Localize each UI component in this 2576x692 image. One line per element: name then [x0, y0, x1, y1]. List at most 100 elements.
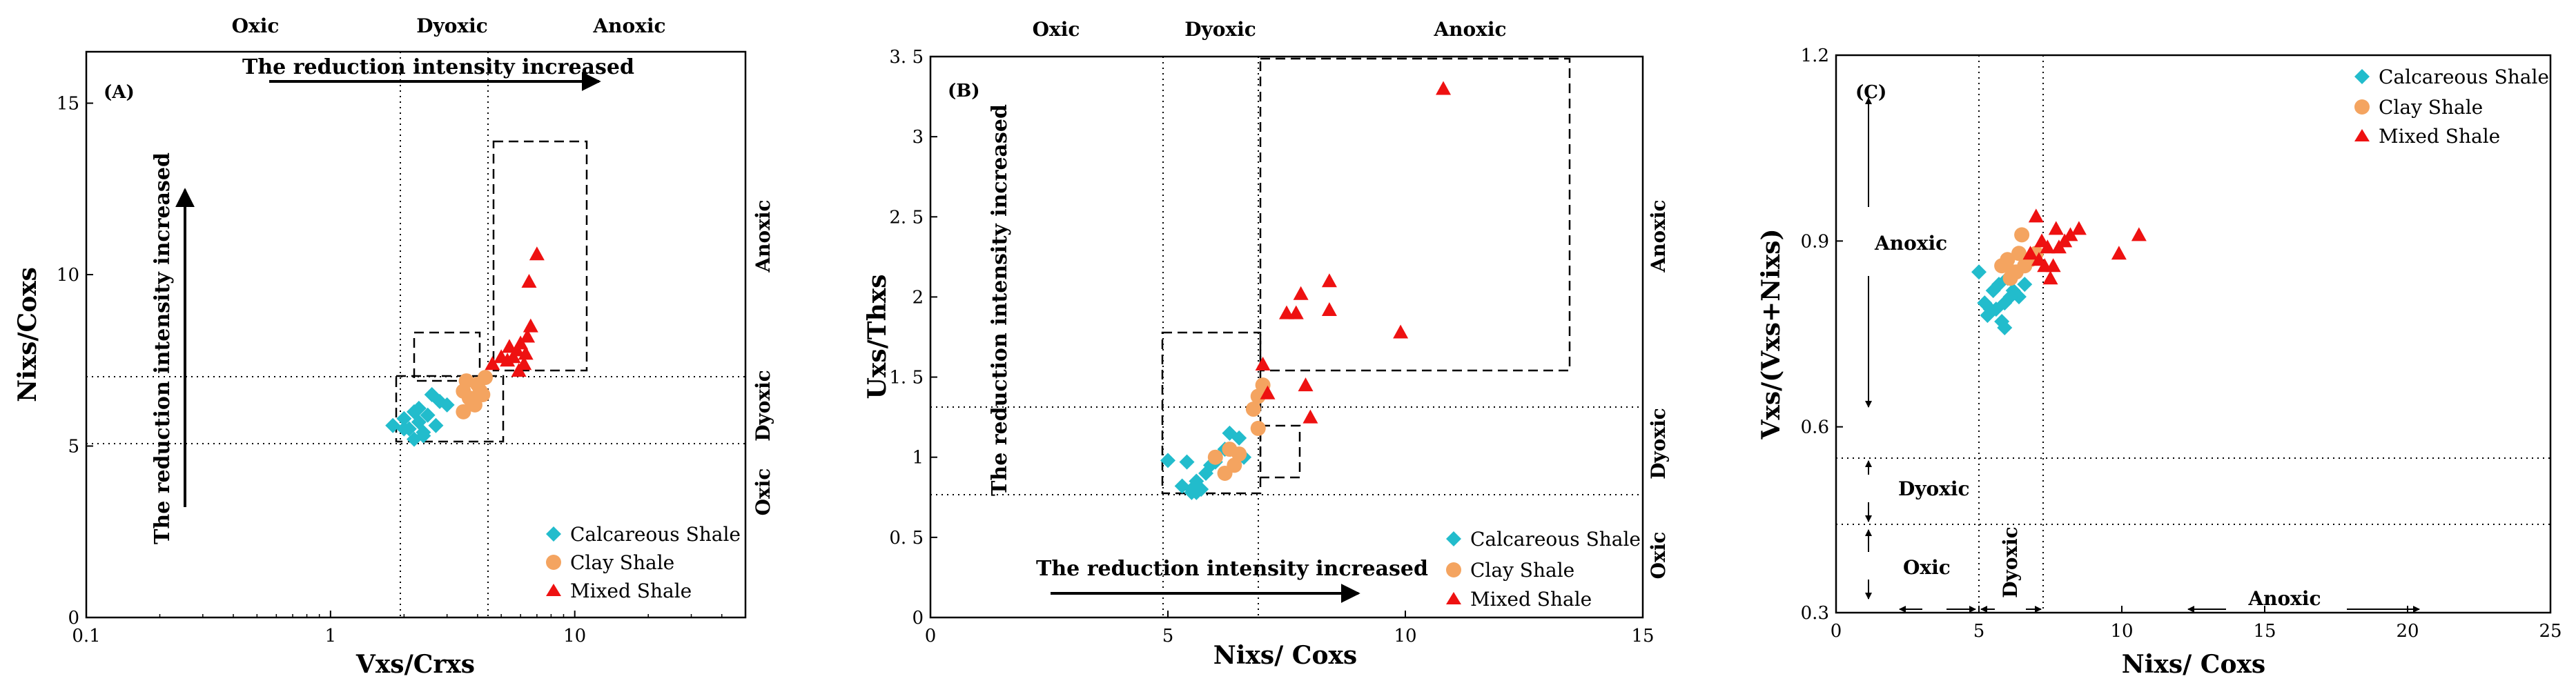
panel-c-xtick-label: 5 [1973, 621, 1985, 642]
panel-a-point-calcareous-shale [420, 407, 436, 423]
panel-b-right-anoxic: Anoxic [1647, 199, 1670, 273]
panel-b-point-mixed-shale [1255, 356, 1271, 370]
panel-c-xtick-label: 20 [2396, 621, 2419, 642]
panel-c-ytick-label: 1.2 [1801, 46, 1829, 66]
panel-b-ytick-label: 1 [912, 448, 924, 468]
panel-a-legend-clay: Clay Shale [570, 551, 674, 574]
panel-b-frame [929, 55, 1644, 619]
panel-a-legend-mixed: Mixed Shale [570, 580, 692, 602]
panel-a-top-dyoxic: Dyoxic [416, 14, 488, 37]
panel-b-right-oxic: Oxic [1647, 532, 1670, 580]
panel-b-legend-marker-calcareous [1446, 531, 1461, 546]
panel-b-point-mixed-shale [1302, 409, 1318, 424]
panel-a-point-mixed-shale [485, 356, 500, 370]
panel-b-ticks: 0 5 10 15 0 0. 5 1 1. 5 2 2. 5 3 3. 5 [889, 47, 1654, 646]
panel-c-point-mixed-shale [2048, 221, 2064, 235]
panel-b-legend-mixed: Mixed Shale [1470, 588, 1592, 611]
panel-a-point-clay-shale [472, 384, 488, 399]
panel-c-xtick-label: 10 [2110, 621, 2133, 642]
panel-b-top-anoxic: Anoxic [1433, 18, 1506, 41]
panel-b-point-calcareous-shale [1160, 453, 1175, 468]
panel-c-legend: Calcareous Shale Clay Shale Mixed Shale [2354, 66, 2549, 148]
panel-b-point-calcareous-shale [1184, 482, 1200, 497]
panel-b-legend: Calcareous Shale Clay Shale Mixed Shale [1446, 528, 1641, 611]
panel-a-point-mixed-shale [529, 246, 545, 261]
panel-b-ytick-label: 2. 5 [889, 207, 924, 228]
panel-a-point-calcareous-shale [396, 411, 412, 426]
panel-b-ytick-label: 0 [912, 608, 924, 629]
panel-c-point-calcareous-shale [2011, 289, 2027, 305]
panel-c-point-mixed-shale [2062, 227, 2078, 241]
panel-c-point-mixed-shale [2040, 239, 2056, 254]
panel-b-xtick-label: 0 [925, 626, 937, 646]
panel-c-zone-anoxic-x: Anoxic [2247, 587, 2321, 610]
panel-c-zone-dyoxic-x: Dyoxic [1999, 526, 2022, 598]
panel-c-point-clay-shale [2000, 252, 2016, 268]
panel-c-frame [1835, 54, 2552, 614]
panel-b-arrow-text-vertical: The reduction intensity increased [988, 104, 1012, 496]
panel-a-point-calcareous-shale [428, 417, 444, 433]
panel-b-point-mixed-shale [1393, 324, 1409, 339]
panel-a-point-clay-shale [477, 370, 493, 386]
panel-b-top-oxic: Oxic [1033, 18, 1080, 41]
panel-a-point-mixed-shale [511, 363, 527, 377]
panel-c-point-mixed-shale [2037, 258, 2053, 273]
panel-c-point-mixed-shale [2022, 246, 2038, 260]
panel-a-points [385, 246, 545, 447]
panel-b-point-clay-shale [1222, 442, 1238, 457]
panel-a-point-mixed-shale [521, 273, 537, 288]
panel-c-legend-marker-mixed [2354, 129, 2370, 141]
panel-c-point-mixed-shale [2131, 227, 2147, 241]
panel-b-ytick-label: 3 [912, 127, 924, 148]
panel-b-point-mixed-shale [1288, 305, 1304, 319]
panel-b-point-mixed-shale [1260, 385, 1276, 399]
panel-b-legend-calcareous: Calcareous Shale [1470, 528, 1641, 551]
panel-a-right-anoxic: Anoxic [752, 199, 774, 273]
panel-a-right-dyoxic: Dyoxic [752, 370, 774, 442]
panel-a-xlabel: Vxs/Crxs [355, 650, 475, 679]
panel-a-box-clay [413, 331, 481, 382]
panel-a-ylabel: Nixs/Coxs [13, 267, 42, 402]
panel-c-legend-marker-calcareous [2354, 69, 2370, 84]
panel-b-ylabel: Uxs/Thxs [863, 275, 892, 399]
panel-b-arrow-text-horizontal: The reduction intensity increased [1036, 557, 1428, 581]
panel-a-ytick-label: 5 [68, 437, 79, 457]
panel-b-point-clay-shale [1250, 420, 1266, 436]
panel-b-ytick-label: 3. 5 [889, 47, 924, 68]
panel-a-top-anoxic: Anoxic [592, 14, 665, 37]
panel-a-ytick-label: 10 [57, 265, 79, 286]
panel-a-point-mixed-shale [523, 318, 538, 333]
panel-b-label: (B) [948, 81, 980, 101]
panel-b-xtick-label: 10 [1394, 626, 1416, 646]
panel-c-ylabel: Vxs/(Vxs+Nixs) [1757, 228, 1786, 439]
panel-a-arrow-text-horizontal: The reduction intensity increased [242, 55, 634, 79]
panel-c-zone-dyoxic-y: Dyoxic [1898, 477, 1970, 500]
panel-a-legend-marker-calcareous [546, 526, 561, 542]
panel-b-box-calcareous [1161, 331, 1262, 495]
panel-b-legend-clay: Clay Shale [1470, 559, 1574, 582]
panel-a-xtick-label: 10 [563, 626, 586, 646]
panel-c-zone-anoxic-y: Anoxic [1874, 232, 1947, 255]
panel-c-points [1971, 208, 2147, 336]
panel-c-ytick-label: 0.6 [1801, 417, 1829, 438]
panel-a-point-clay-shale [456, 384, 471, 399]
panel-c-label: (C) [1855, 82, 1886, 103]
panel-b-point-mixed-shale [1321, 273, 1337, 288]
panel-c-ticks: 0 5 10 15 20 25 0.3 0.6 0.9 1.2 [1801, 46, 2562, 642]
panel-c-vxs-ratio: (C) Anoxic Dyoxic Oxic Dyoxic Anoxic Nix… [1757, 46, 2562, 679]
panel-c-xtick-label: 15 [2253, 621, 2276, 642]
panel-b-xtick-label: 15 [1631, 626, 1654, 646]
panel-b-legend-marker-mixed [1446, 592, 1461, 604]
panel-c-point-calcareous-shale [1997, 320, 2013, 336]
panel-b-point-clay-shale [1207, 449, 1223, 465]
panel-b-ytick-label: 2 [912, 287, 924, 308]
panel-a-point-mixed-shale [520, 328, 536, 343]
panel-b-top-dyoxic: Dyoxic [1184, 18, 1256, 41]
panel-a-point-calcareous-shale [416, 428, 431, 444]
panel-a-point-mixed-shale [518, 346, 534, 360]
panel-a-box-mixed [492, 140, 588, 372]
panel-a-legend-calcareous: Calcareous Shale [570, 523, 741, 546]
panel-b-point-mixed-shale [1279, 305, 1294, 319]
panel-c-ytick-label: 0.9 [1801, 231, 1829, 252]
